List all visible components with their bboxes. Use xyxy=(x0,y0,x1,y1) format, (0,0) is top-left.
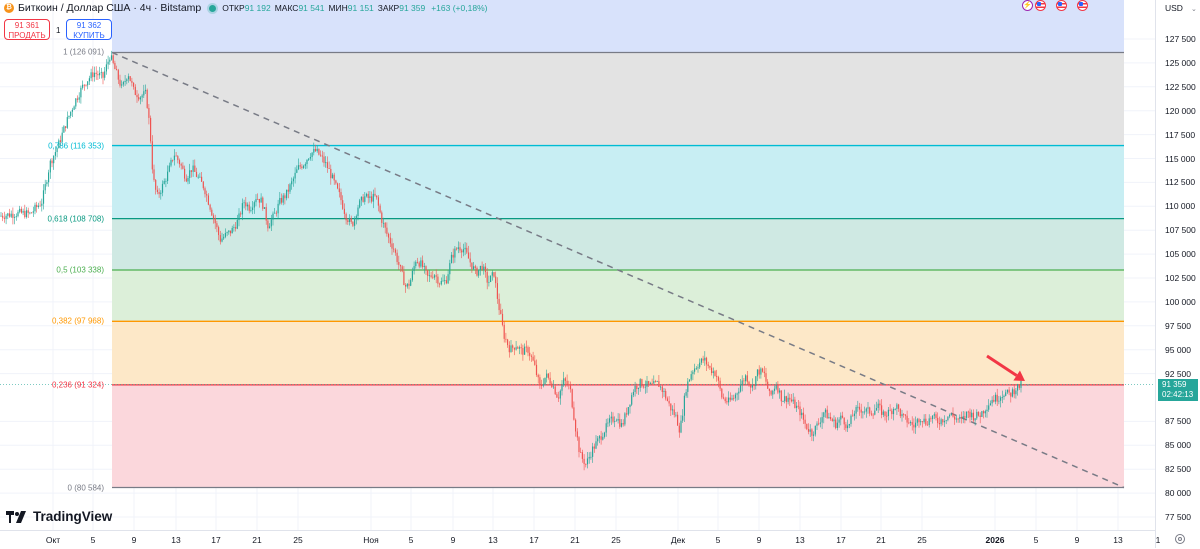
candlestick-series xyxy=(0,50,1029,471)
time-tick: 13 xyxy=(795,535,805,545)
price-tick: 122 500 xyxy=(1165,81,1196,92)
time-tick: Ноя xyxy=(363,535,379,545)
bar-countdown: 02:42:13 xyxy=(1162,390,1194,399)
currency-label: USD xyxy=(1165,3,1183,13)
tradingview-logo-icon xyxy=(6,510,26,523)
ohlc-low: МИН91 151 xyxy=(328,3,373,13)
time-tick: 9 xyxy=(131,535,137,545)
time-tick: 13 xyxy=(171,535,181,545)
price-tick: 100 000 xyxy=(1165,296,1196,307)
price-tick: 97 500 xyxy=(1165,320,1191,331)
time-tick: Окт xyxy=(45,535,61,545)
flash-event-icon[interactable]: ⚡ xyxy=(1022,0,1033,11)
sell-button[interactable]: 91 361 ПРОДАТЬ xyxy=(4,19,50,40)
time-tick: 25 xyxy=(293,535,303,545)
sell-price: 91 361 xyxy=(14,21,40,30)
time-tick: 9 xyxy=(756,535,762,545)
time-tick: 9 xyxy=(450,535,456,545)
price-tick: 107 500 xyxy=(1165,225,1196,236)
fib-level-label: 0,786 (116 353) xyxy=(48,141,104,151)
bitcoin-icon: ₿ xyxy=(4,3,14,13)
time-tick: 5 xyxy=(1033,535,1039,545)
time-tick: 5 xyxy=(90,535,96,545)
fibonacci-levels[interactable] xyxy=(112,51,1124,489)
price-tick: 95 000 xyxy=(1165,344,1191,355)
symbol-legend[interactable]: ₿ Биткоин / Доллар США · 4ч · Bitstamp О… xyxy=(4,2,487,14)
us-flag-event-icon[interactable] xyxy=(1077,0,1088,11)
price-change: +163 (+0,18%) xyxy=(431,3,488,13)
price-tick: 105 000 xyxy=(1165,249,1196,260)
fib-level-label: 0,5 (103 338) xyxy=(56,265,104,275)
time-tick: 13 xyxy=(488,535,498,545)
us-flag-event-icon[interactable] xyxy=(1035,0,1046,11)
price-tick: 110 000 xyxy=(1165,201,1196,212)
buy-label: КУПИТЬ xyxy=(73,30,105,40)
time-tick: 5 xyxy=(408,535,414,545)
fib-level-label: 0 (80 584) xyxy=(67,483,104,493)
currency-selector[interactable]: USD ⌄ xyxy=(1165,3,1197,13)
time-tick: Дек xyxy=(670,535,686,545)
time-tick: 21 xyxy=(252,535,262,545)
ohlc-close: ЗАКР91 359 xyxy=(378,3,425,13)
ohlc-open: ОТКР91 192 xyxy=(222,3,270,13)
fibonacci-retracement-zones[interactable] xyxy=(112,0,1124,488)
ohlc-low-value: 91 151 xyxy=(347,3,374,13)
last-price-tag: 91 359 02:42:13 xyxy=(1158,379,1198,401)
tradingview-logo[interactable]: TradingView xyxy=(6,509,112,524)
time-axis[interactable]: Окт 5 9 13 17 21 25 Ноя 5 9 13 17 21 25 Дек 5 9 13 17 21 25 2… xyxy=(0,530,1160,549)
us-flag-event-icon[interactable] xyxy=(1056,0,1067,11)
time-tick: 2026 xyxy=(985,535,1005,545)
price-tick: 125 000 xyxy=(1165,57,1196,68)
market-status-dot xyxy=(209,4,217,12)
last-price-value: 91 359 xyxy=(1162,380,1187,389)
time-tick: 9 xyxy=(1074,535,1080,545)
price-tick: 115 000 xyxy=(1165,153,1196,164)
ohlc-close-label: ЗАКР xyxy=(377,3,400,13)
price-tick: 77 500 xyxy=(1165,512,1191,522)
price-tick: 102 500 xyxy=(1165,273,1196,283)
time-tick: 21 xyxy=(876,535,886,545)
time-tick: 17 xyxy=(836,535,846,545)
buy-price: 91 362 xyxy=(76,21,102,30)
fib-level-label: 0,236 (91 324) xyxy=(51,380,104,390)
red-arrow-annotation[interactable] xyxy=(986,354,1025,381)
price-tick: 112 500 xyxy=(1165,177,1196,188)
ohlc-high-label: МАКС xyxy=(274,3,299,13)
price-tick: 120 000 xyxy=(1165,105,1196,116)
ohlc-high-value: 91 541 xyxy=(298,3,325,13)
price-tick: 85 000 xyxy=(1165,440,1191,451)
fib-level-label: 0,382 (97 968) xyxy=(51,316,104,326)
chevron-down-icon: ⌄ xyxy=(1190,6,1197,13)
ohlc-open-value: 91 192 xyxy=(244,3,271,13)
price-tick: 92 500 xyxy=(1165,368,1191,379)
buy-button[interactable]: 91 362 КУПИТЬ xyxy=(66,19,112,40)
ohlc-open-label: ОТКР xyxy=(222,3,245,13)
price-axis[interactable]: USD ⌄ 127 500 125 000 122 500 120 000 117 500… xyxy=(1155,0,1200,548)
fib-level-label: 0,618 (108 708) xyxy=(47,214,105,224)
price-tick: 80 000 xyxy=(1165,488,1191,499)
descending-trendline[interactable] xyxy=(111,51,1125,489)
fib-level-label: 1 (126 091) xyxy=(63,47,104,57)
time-tick: 25 xyxy=(611,535,621,545)
time-tick: 5 xyxy=(715,535,721,545)
time-tick: 13 xyxy=(1113,535,1123,545)
tradingview-logo-text: TradingView xyxy=(33,509,113,524)
time-tick: 17 xyxy=(529,535,539,545)
ohlc-high: МАКС91 541 xyxy=(275,3,325,13)
settings-gear-icon[interactable] xyxy=(1175,534,1185,544)
time-tick: 1 xyxy=(1155,535,1161,545)
price-tick: 82 500 xyxy=(1165,464,1191,475)
time-tick: 17 xyxy=(211,535,221,545)
ohlc-low-label: МИН xyxy=(328,3,348,13)
sell-label: ПРОДАТЬ xyxy=(8,30,46,40)
price-tick: 117 500 xyxy=(1165,129,1196,140)
spread-value: 1 xyxy=(56,26,61,35)
time-tick: 21 xyxy=(570,535,580,545)
symbol-title[interactable]: Биткоин / Доллар США · 4ч · Bitstamp xyxy=(18,2,202,14)
price-tick: 127 500 xyxy=(1165,34,1196,44)
ohlc-close-value: 91 359 xyxy=(399,3,426,13)
price-chart[interactable] xyxy=(0,0,1155,530)
price-tick: 87 500 xyxy=(1165,416,1191,427)
time-tick: 25 xyxy=(917,535,927,545)
